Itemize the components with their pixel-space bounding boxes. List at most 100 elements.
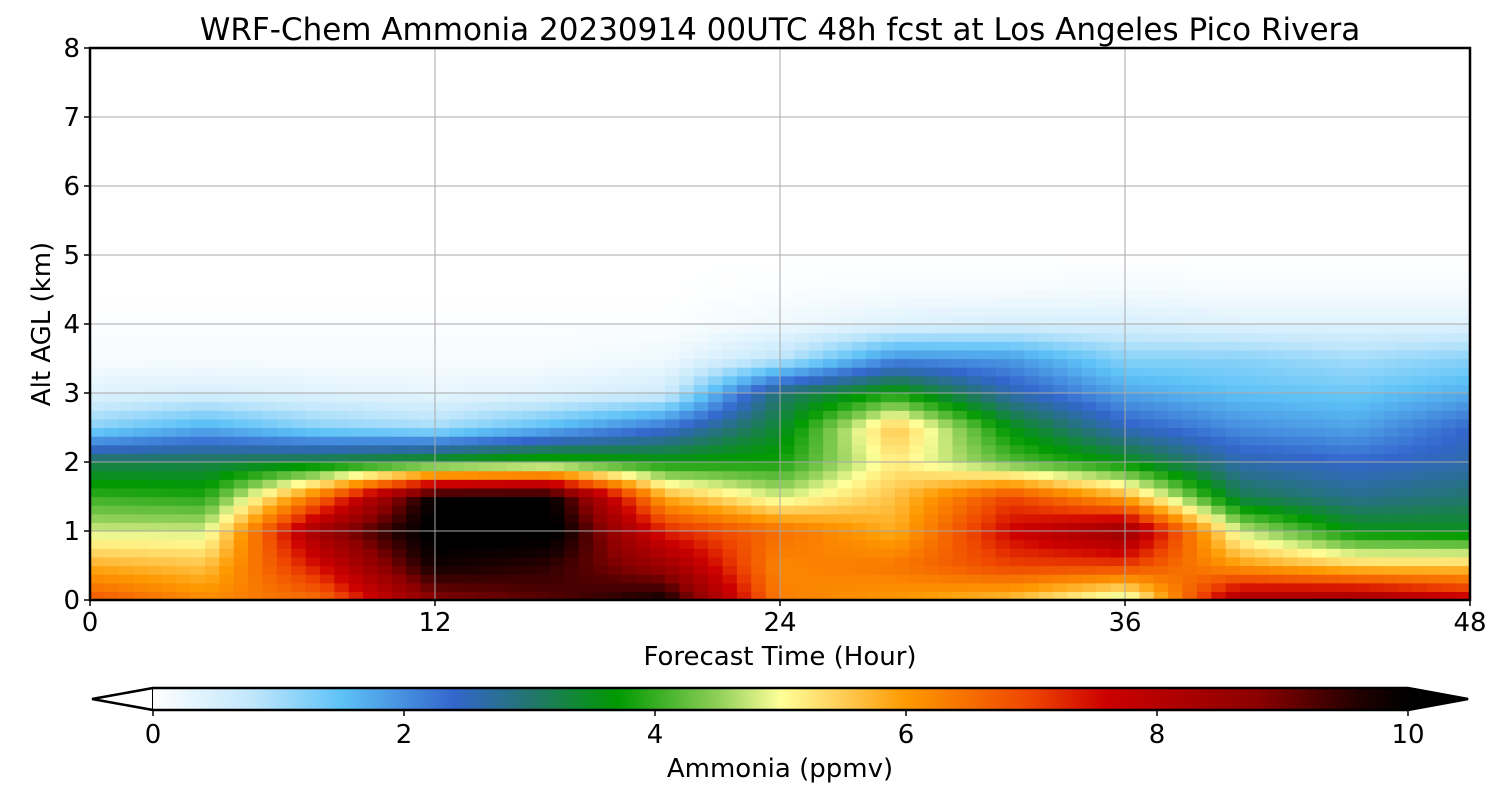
heatmap-cell — [535, 142, 551, 153]
heatmap-cell — [248, 349, 264, 360]
heatmap-cell — [147, 487, 163, 498]
heatmap-cell — [665, 401, 680, 411]
heatmap-cell — [722, 177, 738, 187]
heatmap-cell — [952, 289, 968, 299]
heatmap-cell — [851, 99, 867, 109]
heatmap-cell — [923, 436, 939, 446]
heatmap-cell — [966, 332, 982, 342]
heatmap-cell — [851, 48, 867, 58]
heatmap-cell — [1038, 177, 1054, 187]
heatmap-cell — [923, 203, 939, 213]
heatmap-cell — [1010, 134, 1025, 144]
heatmap-cell — [1153, 418, 1169, 429]
heatmap-cell — [147, 332, 163, 342]
heatmap-cell — [118, 436, 134, 446]
heatmap-cell — [1024, 470, 1040, 480]
heatmap-cell — [104, 539, 120, 549]
heatmap-cell — [837, 556, 853, 567]
heatmap-cell — [1067, 341, 1083, 351]
heatmap-cell — [320, 65, 335, 75]
heatmap-cell — [665, 91, 680, 101]
heatmap-cell — [880, 591, 896, 600]
heatmap-cell — [607, 367, 623, 377]
heatmap-cell — [334, 134, 350, 144]
heatmap-cell — [435, 48, 450, 58]
heatmap-cell — [521, 565, 537, 575]
heatmap-cell — [506, 427, 522, 437]
heatmap-cell — [90, 56, 105, 66]
heatmap-cell — [708, 306, 724, 316]
heatmap-cell — [909, 591, 925, 600]
heatmap-cell — [593, 556, 609, 567]
heatmap-cell — [593, 255, 609, 265]
heatmap-cell — [938, 168, 954, 178]
heatmap-cell — [205, 462, 220, 472]
heatmap-cell — [478, 341, 494, 351]
heatmap-cell — [248, 531, 264, 541]
heatmap-cell — [550, 298, 565, 308]
heatmap-cell — [463, 470, 479, 480]
heatmap-cell — [794, 556, 810, 567]
heatmap-cell — [650, 393, 666, 403]
heatmap-cell — [205, 375, 220, 385]
heatmap-cell — [578, 358, 594, 368]
heatmap-cell — [320, 73, 335, 84]
heatmap-cell — [966, 220, 982, 230]
heatmap-cell — [1038, 203, 1054, 213]
heatmap-cell — [981, 65, 997, 75]
heatmap-cell — [895, 487, 910, 498]
heatmap-cell — [248, 393, 264, 403]
heatmap-cell — [176, 263, 192, 273]
heatmap-cell — [262, 186, 278, 196]
heatmap-cell — [578, 108, 594, 118]
heatmap-cell — [348, 522, 364, 532]
heatmap-cell — [348, 298, 364, 308]
heatmap-cell — [880, 203, 896, 213]
heatmap-cell — [1038, 556, 1054, 567]
heatmap-cell — [1053, 73, 1069, 84]
heatmap-cell — [176, 229, 192, 239]
heatmap-cell — [823, 65, 839, 75]
heatmap-cell — [679, 548, 695, 558]
heatmap-cell — [363, 160, 379, 170]
heatmap-cell — [205, 427, 220, 437]
heatmap-cell — [90, 513, 105, 523]
heatmap-cell — [1067, 591, 1083, 600]
heatmap-cell — [147, 255, 163, 265]
heatmap-cell — [334, 203, 350, 213]
heatmap-cell — [621, 160, 637, 170]
heatmap-cell — [981, 255, 997, 265]
heatmap-cell — [794, 444, 810, 454]
heatmap-cell — [118, 513, 134, 523]
heatmap-cell — [837, 341, 853, 351]
heatmap-cell — [909, 505, 925, 515]
heatmap-cell — [521, 108, 537, 118]
heatmap-cell — [348, 117, 364, 127]
heatmap-cell — [550, 531, 565, 541]
heatmap-cell — [1139, 384, 1155, 394]
heatmap-cell — [1153, 298, 1169, 308]
heatmap-cell — [650, 384, 666, 394]
heatmap-cell — [593, 539, 609, 549]
heatmap-cell — [305, 134, 321, 144]
heatmap-cell — [90, 168, 105, 178]
heatmap-cell — [1110, 324, 1126, 334]
heatmap-cell — [391, 194, 407, 204]
heatmap-cell — [1053, 418, 1069, 429]
heatmap-cell — [118, 229, 134, 239]
heatmap-cell — [506, 229, 522, 239]
heatmap-cell — [722, 591, 738, 600]
heatmap-cell — [262, 548, 278, 558]
heatmap-cell — [794, 134, 810, 144]
heatmap-cell — [593, 574, 609, 584]
heatmap-cell — [262, 194, 278, 204]
heatmap-cell — [1067, 384, 1083, 394]
heatmap-cell — [377, 298, 393, 308]
heatmap-cell — [880, 142, 896, 153]
heatmap-cell — [133, 289, 149, 299]
heatmap-cell — [334, 470, 350, 480]
heatmap-cell — [866, 151, 882, 161]
heatmap-cell — [1182, 436, 1198, 446]
heatmap-cell — [780, 427, 795, 437]
heatmap-cell — [1081, 427, 1097, 437]
